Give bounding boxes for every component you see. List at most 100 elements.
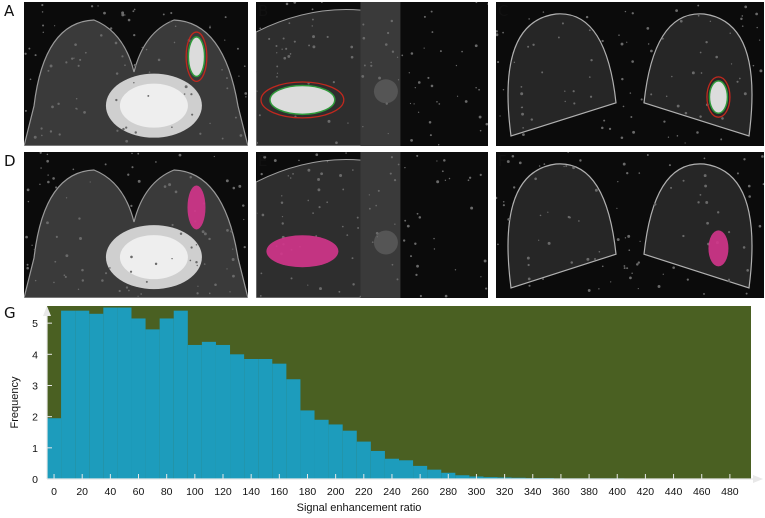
histogram-bar: [201, 341, 216, 479]
y-tick-label: 5: [32, 318, 38, 330]
lesion-mask: [266, 235, 339, 268]
panel-label-e: E: [258, 152, 268, 170]
y-axis-arrow: [43, 306, 51, 316]
y-tick-label: 3: [32, 380, 38, 392]
panel-label-a: A: [4, 2, 15, 20]
x-tick-label: 300: [468, 486, 486, 498]
histogram-chart: 0 20 40 60 80 100 120 140 160 180 200 220 240 260 280 3…: [9, 306, 763, 514]
mri-image: [496, 152, 764, 295]
histogram-bar: [300, 410, 315, 479]
lesion: [188, 36, 205, 77]
histogram-bar: [159, 318, 174, 479]
x-axis-label: Signal enhancement ratio: [297, 502, 422, 514]
histogram-bar: [483, 477, 498, 479]
x-tick-label: 400: [608, 486, 626, 498]
histogram-bar: [342, 430, 357, 479]
x-tick-labels: 0 20 40 60 80 100 120 140 160 180 200 220 240 260 280 3…: [51, 486, 739, 498]
histogram-bar: [356, 441, 371, 479]
y-tick-label: 4: [32, 349, 38, 361]
lesion-contour-outer: [185, 31, 208, 83]
histogram-bar: [384, 458, 399, 479]
x-tick-label: 20: [76, 486, 88, 498]
x-tick-label: 280: [440, 486, 458, 498]
x-tick-label: 60: [133, 486, 145, 498]
lesion-mask: [708, 230, 729, 267]
panel-label-f: F: [498, 152, 507, 170]
histogram-bar: [370, 450, 385, 479]
x-tick-label: 360: [552, 486, 570, 498]
axes: [43, 306, 763, 483]
x-tick-label: 440: [665, 486, 683, 498]
mri-image: [256, 2, 488, 146]
histogram-bar: [117, 307, 132, 479]
panel-f: [496, 152, 764, 298]
x-tick-label: 380: [580, 486, 598, 498]
lesion-mask: [187, 185, 206, 230]
mri-image: [24, 152, 248, 298]
y-tick-label: 2: [32, 412, 38, 424]
histogram-bar: [145, 329, 160, 479]
x-tick-label: 200: [327, 486, 345, 498]
histogram-bar: [399, 460, 414, 479]
lesion: [709, 80, 728, 114]
lesion-contour-outer: [260, 81, 345, 119]
mri-image: [496, 4, 763, 144]
histogram-bar: [187, 344, 202, 479]
x-tick-label: 260: [411, 486, 429, 498]
x-tick-label: 160: [271, 486, 289, 498]
histogram-bar: [328, 424, 343, 479]
panel-label-d: D: [4, 152, 16, 170]
histogram-bar: [413, 465, 428, 479]
y-tick-label: 0: [32, 474, 38, 486]
x-tick-label: 460: [693, 486, 711, 498]
histogram-bar: [258, 358, 273, 479]
lesion-contour-inner: [269, 84, 336, 116]
lesion: [270, 85, 335, 115]
mri-image: [24, 3, 248, 146]
x-tick-label: 420: [637, 486, 655, 498]
histogram-bar: [511, 477, 526, 479]
histogram-bar: [75, 310, 90, 479]
histogram-bar: [215, 344, 231, 479]
mri-image: [256, 152, 488, 298]
histogram-bar: [455, 475, 470, 479]
y-axis-label: Frequency: [9, 376, 21, 428]
histogram-bar: [286, 379, 301, 479]
y-tick-labels: 0 1 2 3 4 5: [32, 318, 38, 486]
panel-label-b: B: [258, 2, 269, 20]
x-tick-label: 100: [186, 486, 204, 498]
histogram-bar: [89, 313, 104, 479]
x-tick-label: 0: [51, 486, 57, 498]
histogram-bar: [47, 418, 62, 479]
histogram-bar: [314, 419, 329, 479]
x-tick-label: 80: [161, 486, 173, 498]
x-tick-label: 340: [524, 486, 542, 498]
x-tick-label: 120: [214, 486, 232, 498]
x-tick-label: 180: [299, 486, 317, 498]
y-tick-label: 1: [32, 443, 38, 455]
panel-label-c: C: [498, 2, 509, 20]
x-tick-label: 240: [383, 486, 401, 498]
panel-b: [256, 2, 488, 146]
panel-label-g: G: [4, 304, 16, 322]
histogram-bar: [103, 307, 118, 479]
histogram-bar: [173, 310, 188, 479]
panel-e: [256, 152, 488, 298]
x-tick-label: 220: [355, 486, 373, 498]
histogram-bar: [427, 469, 442, 479]
x-tick-label: 320: [496, 486, 514, 498]
x-tick-label: 40: [105, 486, 117, 498]
x-tick-label: 480: [721, 486, 739, 498]
lesion-contour-inner: [708, 80, 729, 114]
panel-d: [24, 152, 248, 298]
histogram-bar: [230, 354, 245, 479]
lesion-contour-outer: [706, 76, 731, 118]
histogram-bar: [131, 318, 146, 479]
panel-a: [24, 2, 248, 146]
x-axis-arrow: [753, 475, 763, 483]
histogram-bar: [244, 358, 259, 479]
lesion-contour-inner: [187, 36, 206, 78]
x-tick-label: 140: [242, 486, 260, 498]
histogram-bar: [272, 363, 287, 479]
panel-c: [496, 2, 764, 146]
